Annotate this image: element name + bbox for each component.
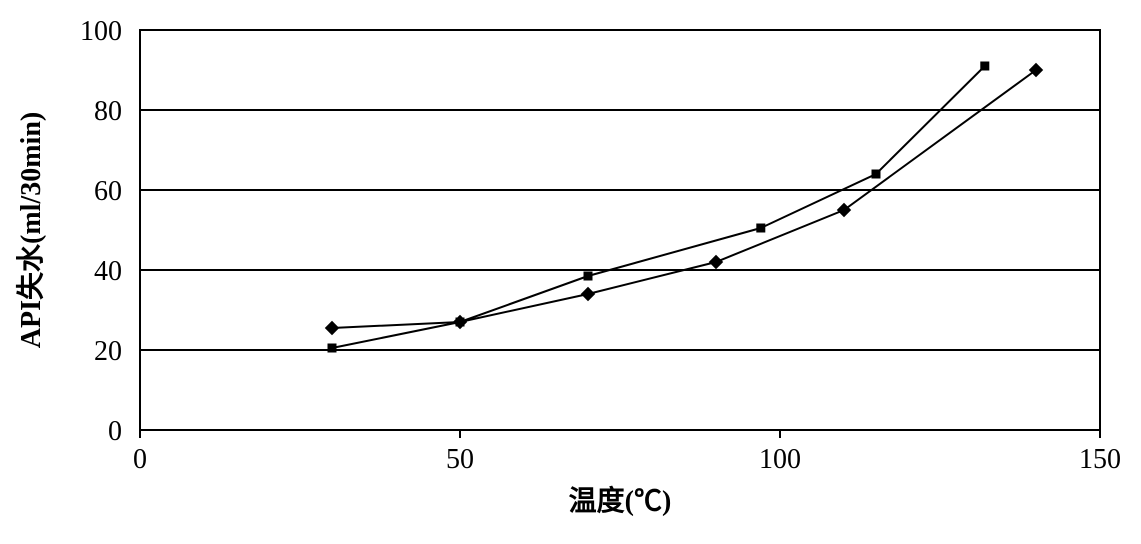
y-tick-label: 0 [108, 416, 122, 447]
x-tick-label: 0 [133, 444, 147, 475]
square-marker [584, 272, 593, 281]
chart-container: 0 50 100 150 0 20 40 60 80 100 温度(℃) API失水(ml/30… [0, 0, 1141, 544]
chart-svg: 0 50 100 150 0 20 40 60 80 100 温度(℃) API失水(ml/30… [0, 0, 1141, 544]
y-axis-label: API失水(ml/30min) [15, 112, 47, 348]
x-tick-labels: 0 50 100 150 [133, 444, 1121, 475]
x-tick-label: 100 [759, 444, 801, 475]
square-marker [980, 62, 989, 71]
plot-background [140, 30, 1100, 430]
y-tick-label: 20 [94, 336, 122, 367]
x-axis-label: 温度(℃) [569, 485, 672, 517]
square-marker [328, 344, 337, 353]
square-marker [756, 224, 765, 233]
x-tick-label: 50 [446, 444, 474, 475]
y-tick-label: 40 [94, 256, 122, 287]
y-tick-label: 60 [94, 176, 122, 207]
y-tick-labels: 0 20 40 60 80 100 [80, 16, 122, 447]
y-tick-label: 80 [94, 96, 122, 127]
square-marker [872, 170, 881, 179]
x-tick-label: 150 [1079, 444, 1121, 475]
square-marker [456, 318, 465, 327]
y-tick-label: 100 [80, 16, 122, 47]
